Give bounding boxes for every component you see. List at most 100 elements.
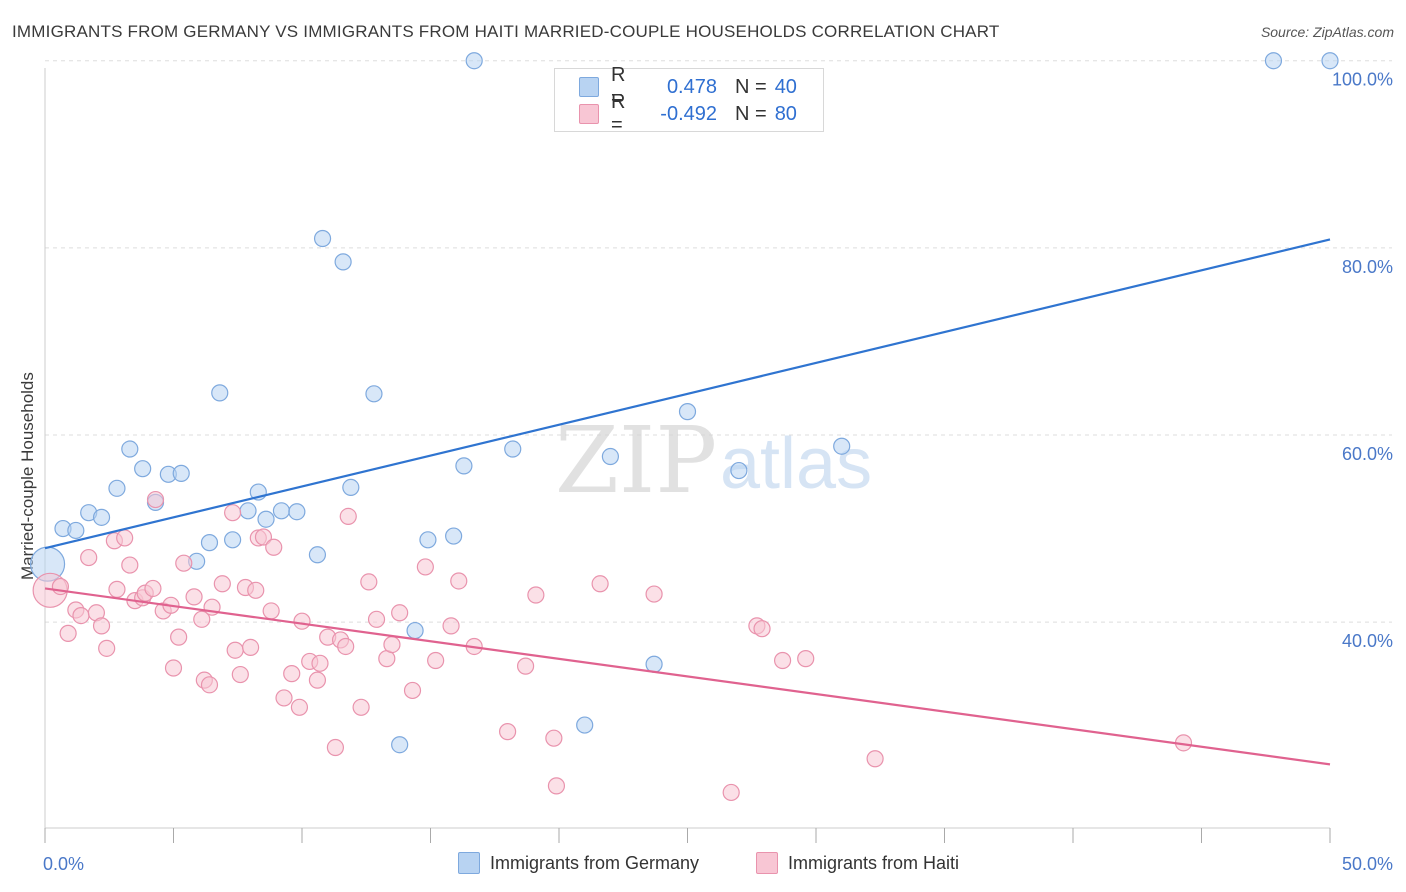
axes — [44, 68, 1331, 843]
grid — [45, 60, 1392, 623]
y-tick-label: 60.0% — [1342, 444, 1393, 464]
germany-point — [645, 655, 663, 673]
r-label: R = — [611, 64, 626, 109]
source-note: Source: ZipAtlas.com — [1260, 24, 1394, 40]
germany-point — [365, 385, 383, 403]
germany-point — [419, 531, 437, 549]
germany-point — [406, 621, 424, 640]
haiti-trend-line — [44, 587, 1331, 766]
haiti-point — [367, 610, 386, 628]
haiti-point — [442, 617, 460, 635]
series-legend: Immigrants from Germany Immigrants from … — [0, 852, 1406, 878]
haiti-point — [391, 604, 409, 622]
haiti-point — [499, 723, 517, 741]
haiti-point — [416, 558, 434, 576]
n-label: N = — [735, 102, 767, 125]
germany-point — [576, 716, 594, 734]
haiti-swatch — [579, 104, 599, 124]
n-value: 80 — [774, 102, 797, 125]
data-points — [29, 52, 1339, 802]
germany-point — [200, 534, 219, 552]
haiti-point — [116, 529, 134, 547]
watermark: ZIP atlas — [555, 407, 872, 514]
haiti-point — [797, 650, 815, 668]
haiti-point — [146, 490, 165, 509]
haiti-point — [144, 579, 162, 598]
trend-lines — [44, 238, 1331, 766]
haiti-point — [283, 665, 301, 683]
legend-item-germany[interactable]: Immigrants from Germany — [458, 852, 699, 874]
r-label: R = — [611, 91, 626, 136]
germany-point — [313, 229, 332, 248]
germany-legend-swatch — [458, 852, 480, 874]
haiti-point — [383, 635, 401, 654]
germany-point — [455, 457, 473, 475]
haiti-point — [450, 572, 468, 590]
germany-point — [730, 461, 748, 480]
haiti-point — [311, 654, 329, 672]
haiti-point — [108, 580, 126, 598]
germany-point — [108, 479, 126, 497]
haiti-point — [80, 548, 98, 567]
haiti-point — [547, 777, 566, 795]
haiti-point — [193, 610, 211, 628]
germany-point — [134, 460, 152, 478]
stats-legend: R = 0.478 N = 40 R = -0.492 N = 80 — [554, 64, 824, 136]
haiti-point — [231, 665, 249, 684]
y-tick-label: 80.0% — [1342, 257, 1393, 277]
haiti-point — [293, 612, 311, 630]
haiti-point — [360, 573, 378, 591]
legend-item-haiti[interactable]: Immigrants from Haiti — [756, 852, 959, 874]
haiti-point — [339, 507, 357, 526]
haiti-point — [645, 585, 663, 603]
haiti-point — [213, 575, 231, 593]
haiti-point — [185, 588, 203, 606]
germany-point — [445, 527, 463, 545]
haiti-point — [773, 651, 792, 670]
germany-point — [239, 502, 257, 520]
stats-row-germany: R = 0.478 N = 40 — [579, 64, 797, 109]
germany-point — [121, 440, 139, 458]
germany-point — [257, 510, 275, 528]
haiti-point — [242, 638, 260, 657]
haiti-point — [262, 602, 280, 620]
r-value: -0.492 — [660, 102, 717, 125]
haiti-point — [326, 738, 345, 757]
haiti-point — [247, 581, 265, 599]
haiti-point — [265, 538, 283, 556]
germany-point — [391, 736, 409, 754]
haiti-point — [170, 628, 188, 646]
germany-point — [678, 403, 697, 421]
y-tick-label: 100.0% — [1332, 70, 1393, 90]
y-tick-label: 40.0% — [1342, 631, 1393, 651]
germany-point — [224, 531, 242, 549]
watermark-zip: ZIP — [555, 407, 717, 514]
germany-point — [288, 503, 306, 521]
haiti-point — [352, 698, 370, 716]
haiti-point — [290, 698, 309, 716]
haiti-point — [866, 750, 884, 768]
germany-point — [1264, 52, 1283, 70]
haiti-point — [308, 671, 327, 689]
haiti-point — [224, 504, 242, 522]
germany-point — [172, 464, 190, 482]
germany-point — [342, 478, 360, 496]
haiti-point — [516, 657, 535, 675]
germany-point — [601, 447, 620, 466]
legend-label-germany: Immigrants from Germany — [490, 852, 700, 873]
haiti-point — [722, 783, 740, 802]
n-label: N = — [735, 75, 767, 98]
germany-point — [833, 437, 851, 455]
tick-labels: 40.0% 60.0% 80.0% 100.0% 0.0% 50.0% — [43, 70, 1393, 874]
germany-point — [272, 502, 291, 520]
haiti-point — [72, 606, 90, 625]
haiti-point — [121, 556, 139, 574]
germany-swatch — [579, 77, 599, 97]
haiti-point — [59, 624, 77, 642]
haiti-point — [527, 586, 545, 604]
haiti-point — [226, 641, 244, 659]
haiti-point — [254, 528, 273, 546]
germany-point — [67, 521, 85, 540]
haiti-point — [164, 659, 183, 677]
